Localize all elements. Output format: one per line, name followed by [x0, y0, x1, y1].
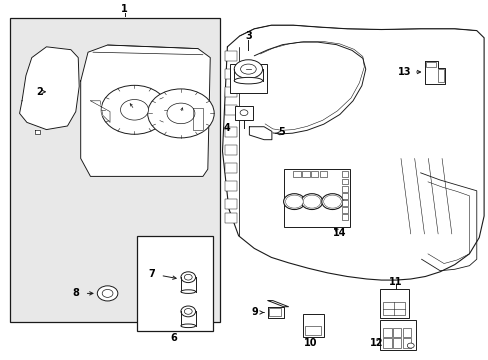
Polygon shape — [425, 61, 444, 84]
Bar — [137, 236, 212, 331]
Text: 10: 10 — [303, 338, 317, 348]
Circle shape — [166, 103, 195, 124]
Bar — [224, 213, 237, 223]
Ellipse shape — [97, 286, 118, 301]
Bar — [342, 193, 347, 199]
Bar — [229, 64, 266, 93]
Ellipse shape — [234, 77, 262, 84]
Bar — [383, 328, 391, 337]
Ellipse shape — [181, 272, 195, 283]
Circle shape — [301, 194, 322, 210]
Circle shape — [303, 195, 320, 208]
Bar — [383, 338, 391, 348]
Bar — [342, 200, 347, 206]
Ellipse shape — [102, 289, 113, 297]
Text: 8: 8 — [72, 288, 79, 298]
Bar — [382, 302, 405, 315]
Polygon shape — [35, 130, 40, 134]
Bar — [224, 145, 237, 155]
Polygon shape — [193, 108, 203, 130]
Ellipse shape — [184, 309, 192, 314]
Polygon shape — [81, 45, 210, 176]
Text: 1: 1 — [121, 4, 128, 14]
Bar — [319, 171, 326, 177]
Bar — [402, 338, 410, 348]
Text: 9: 9 — [251, 307, 258, 318]
Bar — [380, 320, 415, 350]
Polygon shape — [222, 25, 483, 280]
Bar — [310, 171, 318, 177]
Bar — [426, 62, 435, 67]
Text: 5: 5 — [277, 127, 284, 138]
Circle shape — [240, 110, 247, 116]
Bar — [224, 181, 237, 191]
Ellipse shape — [240, 64, 256, 74]
Circle shape — [327, 198, 337, 205]
Bar — [392, 328, 401, 337]
Polygon shape — [249, 127, 271, 140]
Ellipse shape — [181, 290, 195, 293]
Bar — [392, 338, 401, 348]
Circle shape — [289, 198, 299, 205]
Bar — [342, 171, 347, 177]
Bar — [224, 69, 237, 79]
Text: 2: 2 — [37, 87, 43, 97]
Bar — [380, 289, 408, 318]
Bar — [224, 105, 237, 115]
Text: 12: 12 — [369, 338, 383, 348]
Bar — [402, 328, 410, 337]
Text: 11: 11 — [388, 276, 402, 287]
Bar — [268, 308, 281, 316]
Text: 13: 13 — [397, 67, 411, 77]
Circle shape — [321, 194, 343, 210]
Circle shape — [306, 198, 316, 205]
Bar — [342, 214, 347, 220]
Polygon shape — [90, 101, 110, 122]
Bar — [10, 18, 220, 322]
Ellipse shape — [181, 306, 195, 317]
Circle shape — [101, 85, 167, 134]
Ellipse shape — [181, 324, 195, 328]
Bar — [283, 169, 349, 227]
Bar — [305, 326, 321, 335]
Bar — [342, 179, 347, 184]
Text: 7: 7 — [148, 269, 155, 279]
Polygon shape — [267, 307, 283, 318]
Ellipse shape — [234, 60, 262, 78]
Circle shape — [120, 99, 148, 120]
Text: 14: 14 — [332, 228, 346, 238]
Text: 4: 4 — [224, 123, 230, 133]
Bar — [224, 127, 237, 137]
Polygon shape — [267, 301, 288, 307]
Bar — [293, 171, 300, 177]
Bar — [342, 186, 347, 192]
Bar — [302, 171, 309, 177]
Bar — [234, 106, 253, 120]
Bar — [437, 69, 443, 82]
Bar — [224, 87, 237, 97]
Text: 6: 6 — [170, 333, 177, 343]
Circle shape — [285, 195, 303, 208]
Bar — [224, 199, 237, 209]
Ellipse shape — [184, 274, 192, 280]
Circle shape — [323, 195, 341, 208]
Circle shape — [147, 89, 214, 138]
Bar — [224, 51, 237, 61]
Polygon shape — [20, 47, 79, 130]
Text: 3: 3 — [244, 31, 251, 41]
Circle shape — [407, 343, 413, 348]
Circle shape — [283, 194, 305, 210]
Bar — [224, 163, 237, 173]
Bar — [342, 207, 347, 213]
Bar — [303, 314, 323, 337]
